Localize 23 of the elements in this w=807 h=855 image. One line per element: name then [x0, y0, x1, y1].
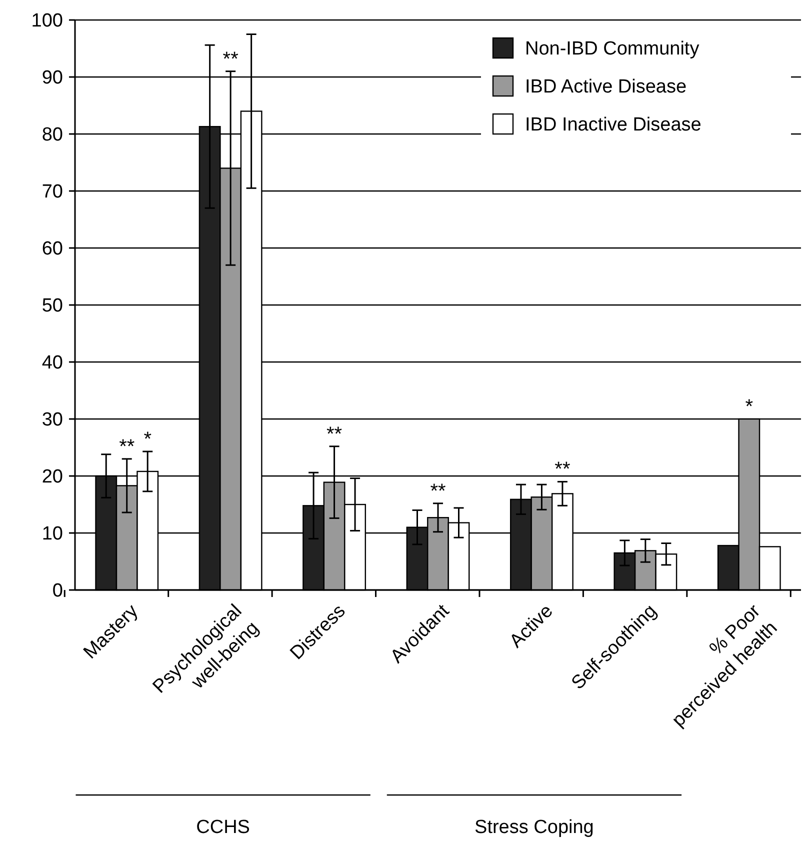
y-tick-label: 100	[31, 10, 63, 32]
annotation: **	[430, 480, 446, 502]
annotation: **	[222, 48, 239, 70]
y-tick-label: 90	[42, 68, 63, 89]
annotation: *	[144, 428, 152, 450]
legend-label: IBD Active Disease	[525, 76, 687, 98]
y-tick-label: 50	[42, 296, 63, 317]
text: Stress Coping	[474, 817, 594, 838]
annotation: *	[745, 396, 754, 418]
y-tick-label: 80	[42, 124, 63, 146]
text: CCHS	[196, 817, 250, 838]
annotation: **	[326, 423, 342, 446]
y-tick-label: 60	[42, 238, 63, 260]
y-tick-label: 30	[42, 410, 63, 431]
legend-label: IBD Inactive Disease	[525, 114, 702, 136]
y-tick-label: 0	[52, 580, 63, 602]
annotation: **	[119, 436, 135, 458]
y-tick-label: 40	[42, 352, 63, 374]
y-tick-label: 20	[42, 466, 63, 488]
annotation: **	[554, 458, 570, 481]
y-tick-label: 70	[42, 182, 63, 203]
legend-label: Non-IBD Community	[525, 38, 700, 60]
y-tick-label: 10	[42, 524, 63, 545]
